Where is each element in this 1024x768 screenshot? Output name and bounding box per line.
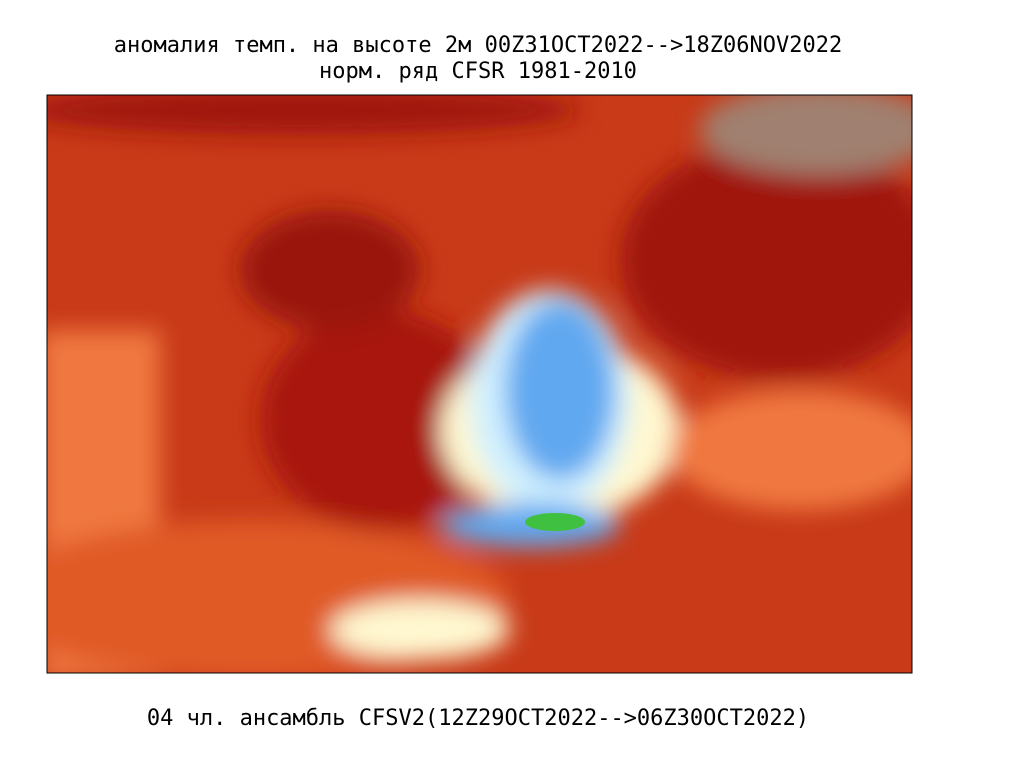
map-frame (46, 94, 913, 674)
map-field (47, 95, 912, 673)
subtitle: норм. ряд CFSR 1981-2010 (319, 59, 637, 84)
title: аномалия темп. на высоте 2м 00Z31OCT2022… (114, 33, 842, 58)
footer: 04 чл. ансамбль CFSV2(12Z29OCT2022-->06Z… (147, 706, 809, 731)
